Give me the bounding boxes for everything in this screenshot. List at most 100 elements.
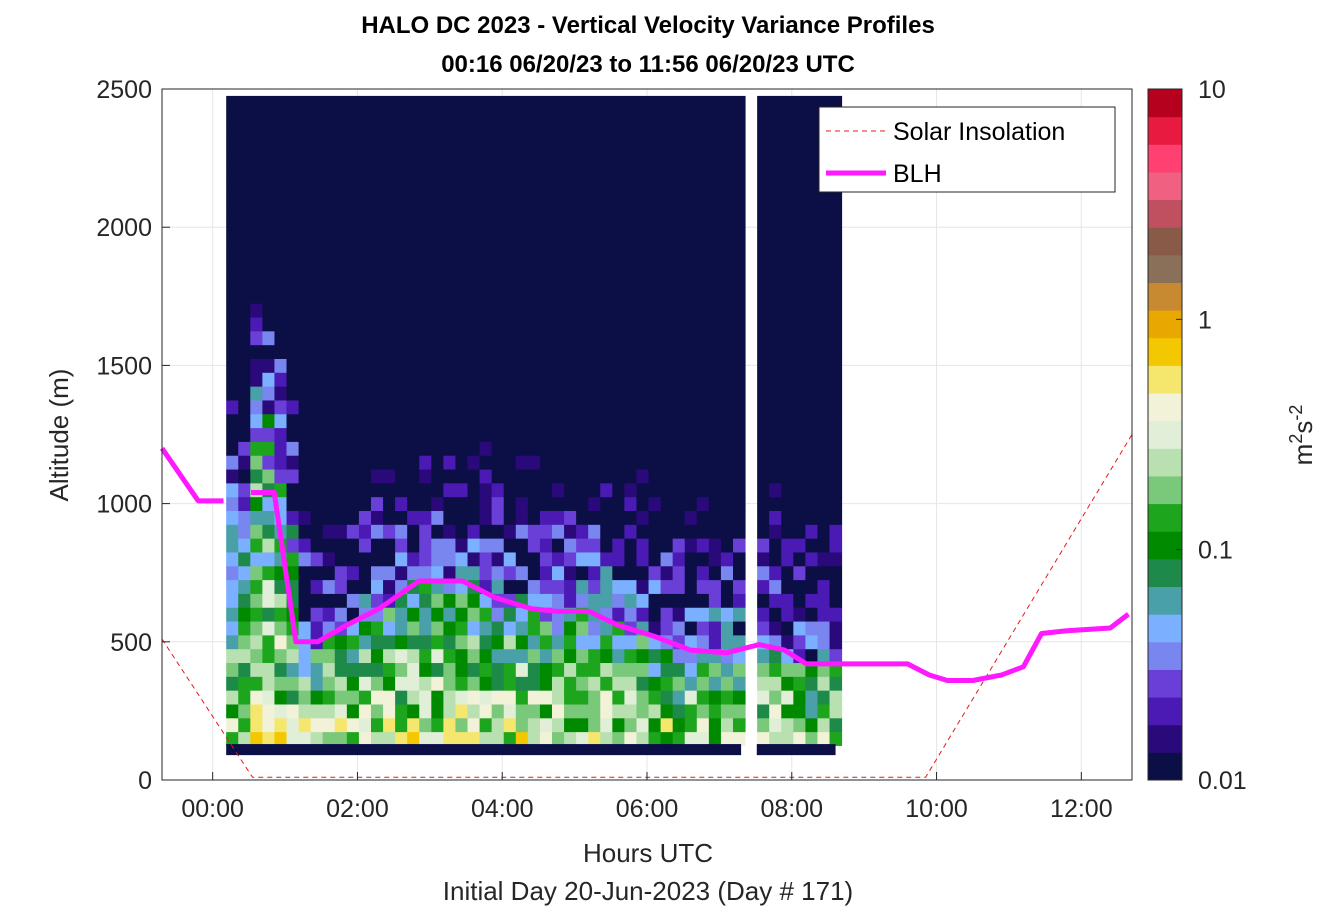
heatmap-cell <box>455 538 469 553</box>
heatmap-cell <box>696 455 710 470</box>
heatmap-cell <box>346 234 360 249</box>
heatmap-cell <box>334 275 348 290</box>
heatmap-cell <box>310 524 324 539</box>
heatmap-cell <box>310 192 324 207</box>
heatmap-cell <box>479 372 493 387</box>
heatmap-cell <box>564 178 577 194</box>
heatmap-cell <box>648 151 662 166</box>
heatmap-cell <box>431 261 444 277</box>
heatmap-cell <box>346 109 360 125</box>
heatmap-cell <box>226 372 239 387</box>
heatmap-cell <box>346 206 360 221</box>
heatmap-cell <box>358 593 372 608</box>
heatmap-cell <box>539 289 553 304</box>
heatmap-cell <box>684 317 698 332</box>
heatmap-cell <box>539 731 553 746</box>
heatmap-cell <box>539 510 553 525</box>
legend: Solar Insolation BLH <box>818 106 1116 193</box>
heatmap-cell <box>431 95 444 111</box>
heatmap-cell <box>226 469 239 484</box>
heatmap-cell <box>479 524 493 539</box>
heatmap-cell <box>298 123 312 138</box>
heatmap-cell <box>467 95 481 111</box>
heatmap-cell <box>419 731 432 746</box>
heatmap-cell <box>370 109 384 125</box>
heatmap-cell <box>624 551 637 567</box>
heatmap-cell <box>817 247 831 263</box>
heatmap-cell <box>781 634 794 650</box>
heatmap-cell <box>515 690 529 705</box>
heatmap-cell <box>539 358 553 373</box>
heatmap-cell <box>696 234 710 249</box>
heatmap-cell <box>600 386 613 401</box>
heatmap-cell <box>817 441 831 456</box>
heatmap-cell <box>648 551 662 567</box>
heatmap-cell <box>817 690 831 705</box>
heatmap-cell <box>286 676 300 691</box>
heatmap-cell <box>226 621 239 636</box>
heatmap-cell <box>515 455 529 470</box>
heatmap-cell <box>274 690 288 705</box>
heatmap-cell <box>588 206 601 221</box>
heatmap-cell <box>648 358 662 373</box>
heatmap-cell <box>250 731 263 746</box>
heatmap-cell <box>600 648 613 664</box>
heatmap-cell <box>491 123 505 138</box>
heatmap-cell <box>793 634 806 650</box>
heatmap-cell <box>395 289 408 304</box>
heatmap-cell <box>479 95 493 111</box>
heatmap-cell <box>829 634 843 650</box>
heatmap-cell <box>793 261 806 277</box>
heatmap-cell <box>757 109 770 125</box>
heatmap-cell <box>636 731 650 746</box>
heatmap-cell <box>262 399 275 415</box>
heatmap-cell <box>310 137 324 152</box>
heatmap-cell <box>310 662 324 677</box>
heatmap-cell <box>419 648 432 664</box>
heatmap-cell <box>648 247 662 263</box>
heatmap-cell <box>383 703 396 719</box>
heatmap-cell <box>769 234 782 249</box>
heatmap-cell <box>551 275 565 290</box>
heatmap-cell <box>274 123 288 138</box>
heatmap-cell <box>238 510 251 525</box>
heatmap-cell <box>286 330 300 346</box>
heatmap-cell <box>588 220 601 235</box>
heatmap-cell <box>684 441 698 456</box>
heatmap-cell <box>298 109 312 125</box>
heatmap-cell <box>358 510 372 525</box>
heatmap-cell <box>539 178 553 194</box>
heatmap-cell <box>503 469 517 484</box>
heatmap-cell <box>443 510 456 525</box>
heatmap-cell <box>383 165 396 180</box>
heatmap-cell <box>383 289 396 304</box>
heatmap-cell <box>539 703 553 719</box>
heatmap-cell <box>564 510 577 525</box>
heatmap-cell <box>334 303 348 318</box>
heatmap-cell <box>624 413 637 429</box>
heatmap-cell <box>443 648 456 664</box>
heatmap-cell <box>491 289 505 304</box>
heatmap-cell <box>648 275 662 290</box>
heatmap-cell <box>334 261 348 277</box>
heatmap-cell <box>383 413 396 429</box>
heatmap-cell <box>733 109 746 125</box>
heatmap-cell <box>564 579 577 594</box>
heatmap-cell <box>407 386 420 401</box>
heatmap-cell <box>322 551 336 567</box>
heatmap-cell <box>322 317 336 332</box>
heatmap-cell <box>491 261 505 277</box>
heatmap-cell <box>226 386 239 401</box>
heatmap-cell <box>370 137 384 152</box>
heatmap-cell <box>286 703 300 719</box>
heatmap-cell <box>298 593 312 608</box>
heatmap-cell <box>358 151 372 166</box>
heatmap-cell <box>419 607 432 622</box>
heatmap-cell <box>757 496 770 512</box>
heatmap-cell <box>286 690 300 705</box>
heatmap-cell <box>769 137 782 152</box>
heatmap-cell <box>636 261 650 277</box>
heatmap-cell <box>781 386 794 401</box>
heatmap-cell <box>757 137 770 152</box>
